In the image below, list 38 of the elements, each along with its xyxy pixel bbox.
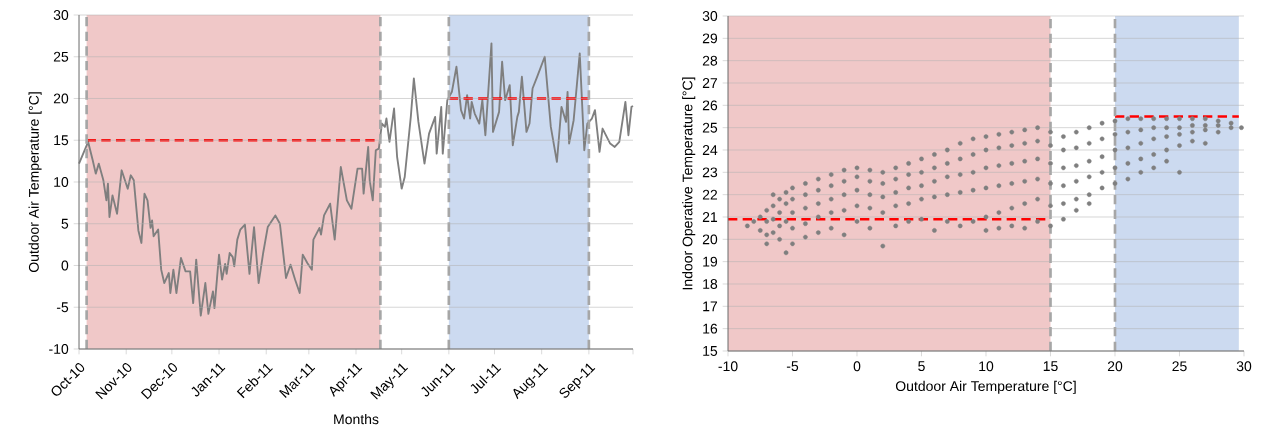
x-tick-label: 15 [1043,361,1058,372]
y-tick-label: 0 [61,260,69,271]
y-tick-label: 28 [702,55,718,66]
y-tick-label: 20 [702,234,718,245]
y-tick-label: 22 [702,189,718,200]
y-tick-label: 15 [703,346,718,356]
x-tick-label: 25 [1172,361,1187,372]
y-tick-label: -5 [56,302,69,313]
x-axis-title: Months [334,413,379,425]
y-tick-label: 5 [61,218,69,229]
y-tick-label: 15 [54,135,69,146]
y-tick-label: 25 [53,51,69,62]
y-tick-label: 26 [702,100,718,111]
y-axis-title: Indoor Operative Temperature [°C] [682,77,696,290]
y-tick-label: 29 [702,33,718,44]
y-axis-title: Outdoor Air Temperature [°C] [28,92,42,273]
y-tick-label: 20 [53,93,69,104]
x-tick-label: -5 [786,361,799,372]
y-tick-label: 19 [703,256,718,267]
y-tick-label: 24 [702,145,718,155]
y-tick-label: 16 [703,323,718,334]
x-axis-title: Outdoor Air Temperature [°C] [895,380,1076,394]
y-tick-label: 30 [53,10,69,20]
x-tick-label: 30 [1236,361,1252,372]
y-tick-label: 23 [702,167,718,178]
x-tick-label: 10 [979,361,994,372]
y-tick-label: 25 [702,122,718,133]
y-tick-label: 18 [703,279,718,289]
x-tick-label: 0 [853,361,861,372]
y-tick-label: 27 [702,78,718,88]
y-tick-label: 21 [702,212,718,222]
y-tick-label: -10 [49,344,69,354]
x-tick-label: 20 [1107,361,1123,372]
x-tick-label: 5 [918,361,925,372]
y-tick-label: 30 [702,11,718,21]
y-tick-label: 17 [703,301,718,312]
y-tick-label: 10 [54,177,69,187]
x-tick-label: -10 [718,361,738,372]
